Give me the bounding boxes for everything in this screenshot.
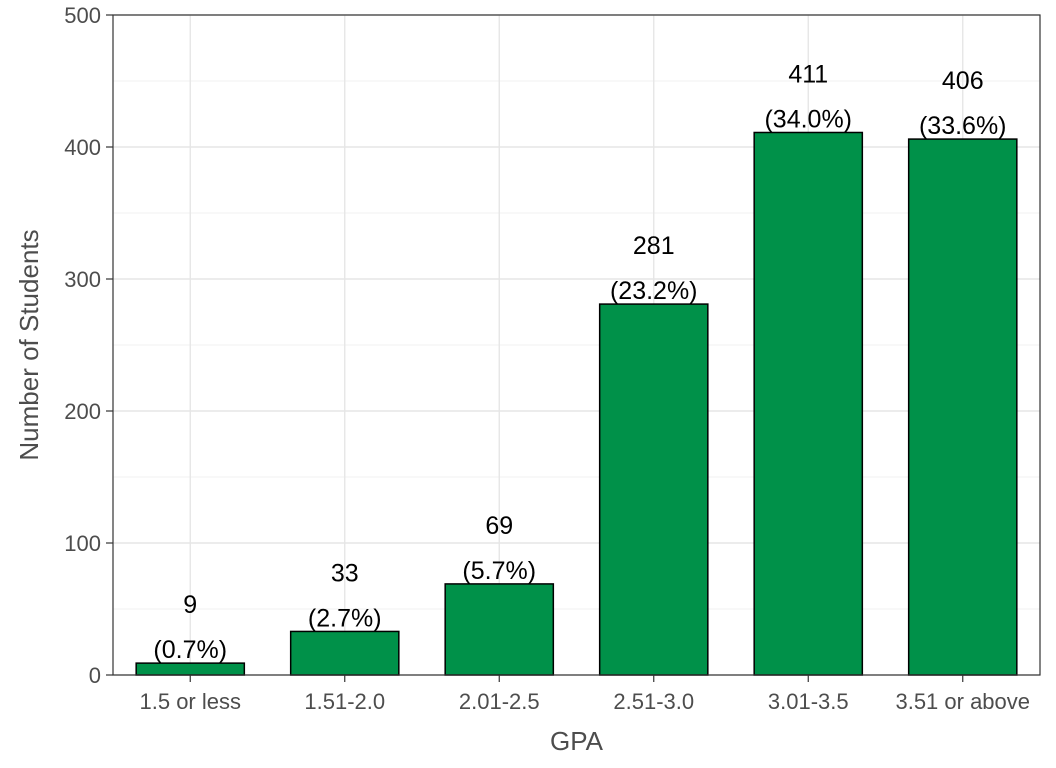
bar (753, 131, 864, 676)
x-axis-title: GPA (550, 726, 604, 756)
x-tick-label: 3.01-3.5 (768, 689, 849, 714)
minor-gridlines (113, 80, 1040, 610)
bar-percent-label: (0.7%) (153, 636, 227, 664)
bar-count-label: 281 (633, 232, 675, 260)
bar-count-label: 33 (331, 559, 359, 587)
bar-count-label: 9 (183, 591, 197, 619)
x-tick-label: 3.51 or above (895, 689, 1030, 714)
bar-count-label: 406 (942, 67, 984, 95)
bar-percent-label: (5.7%) (462, 557, 536, 585)
bar-count-label: 411 (788, 60, 828, 88)
bar-percent-label: (34.0%) (764, 105, 852, 133)
x-tick-label: 1.5 or less (140, 689, 242, 714)
y-tick-label: 400 (64, 135, 101, 160)
bar (598, 303, 709, 676)
bar (907, 138, 1018, 676)
bar-percent-label: (33.6%) (919, 112, 1007, 140)
x-tick-label: 2.51-3.0 (613, 689, 694, 714)
y-tick-label: 100 (64, 531, 101, 556)
bar-percent-label: (23.2%) (610, 277, 698, 305)
y-axis: 0 100 200 300 400 500 (64, 3, 113, 688)
y-tick-label: 200 (64, 399, 101, 424)
x-tick-label: 2.01-2.5 (459, 689, 540, 714)
bar (289, 630, 400, 676)
bar (444, 583, 555, 676)
y-tick-label: 500 (64, 3, 101, 28)
plot-panel-border (112, 14, 1041, 676)
y-tick-label: 300 (64, 267, 101, 292)
bar (135, 662, 246, 676)
bars (135, 131, 1018, 676)
x-tick-label: 1.51-2.0 (304, 689, 385, 714)
data-labels: 9 (0.7%) 33 (2.7%) 69 (5.7%) 281 (23.2%) 411 (34.… (153, 60, 1006, 664)
bar-percent-label: (2.7%) (308, 604, 382, 632)
bar-count-label: 69 (485, 512, 513, 540)
y-axis-title: Number of Students (14, 229, 44, 460)
y-tick-label: 0 (89, 663, 101, 688)
x-axis: 1.5 or less 1.51-2.0 2.01-2.5 2.51-3.0 3.01-… (140, 675, 1030, 714)
